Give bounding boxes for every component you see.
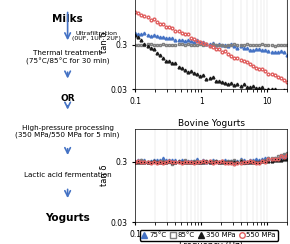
Text: Yogurts: Yogurts (45, 213, 90, 223)
Y-axis label: tan δ: tan δ (100, 164, 109, 186)
Y-axis label: tan δ: tan δ (100, 32, 109, 53)
Legend: 75°C, 85°C, 350 MPa, 550 MPa: 75°C, 85°C, 350 MPa, 550 MPa (139, 230, 278, 241)
Text: Milks: Milks (52, 14, 83, 24)
Text: Ultrafiltration
(0UF, 1UF, 2UF): Ultrafiltration (0UF, 1UF, 2UF) (72, 30, 121, 41)
Title: Bovine Yogurts: Bovine Yogurts (178, 119, 245, 128)
Text: OR: OR (60, 94, 75, 102)
Text: Lactic acid fermentation: Lactic acid fermentation (24, 172, 111, 178)
Text: Thermal treatment
(75°C/85°C for 30 min): Thermal treatment (75°C/85°C for 30 min) (26, 50, 109, 65)
Text: High-pressure processing
(350 MPa/550 MPa for 5 min): High-pressure processing (350 MPa/550 MP… (15, 125, 120, 138)
X-axis label: Frequency (Hz): Frequency (Hz) (179, 242, 243, 244)
